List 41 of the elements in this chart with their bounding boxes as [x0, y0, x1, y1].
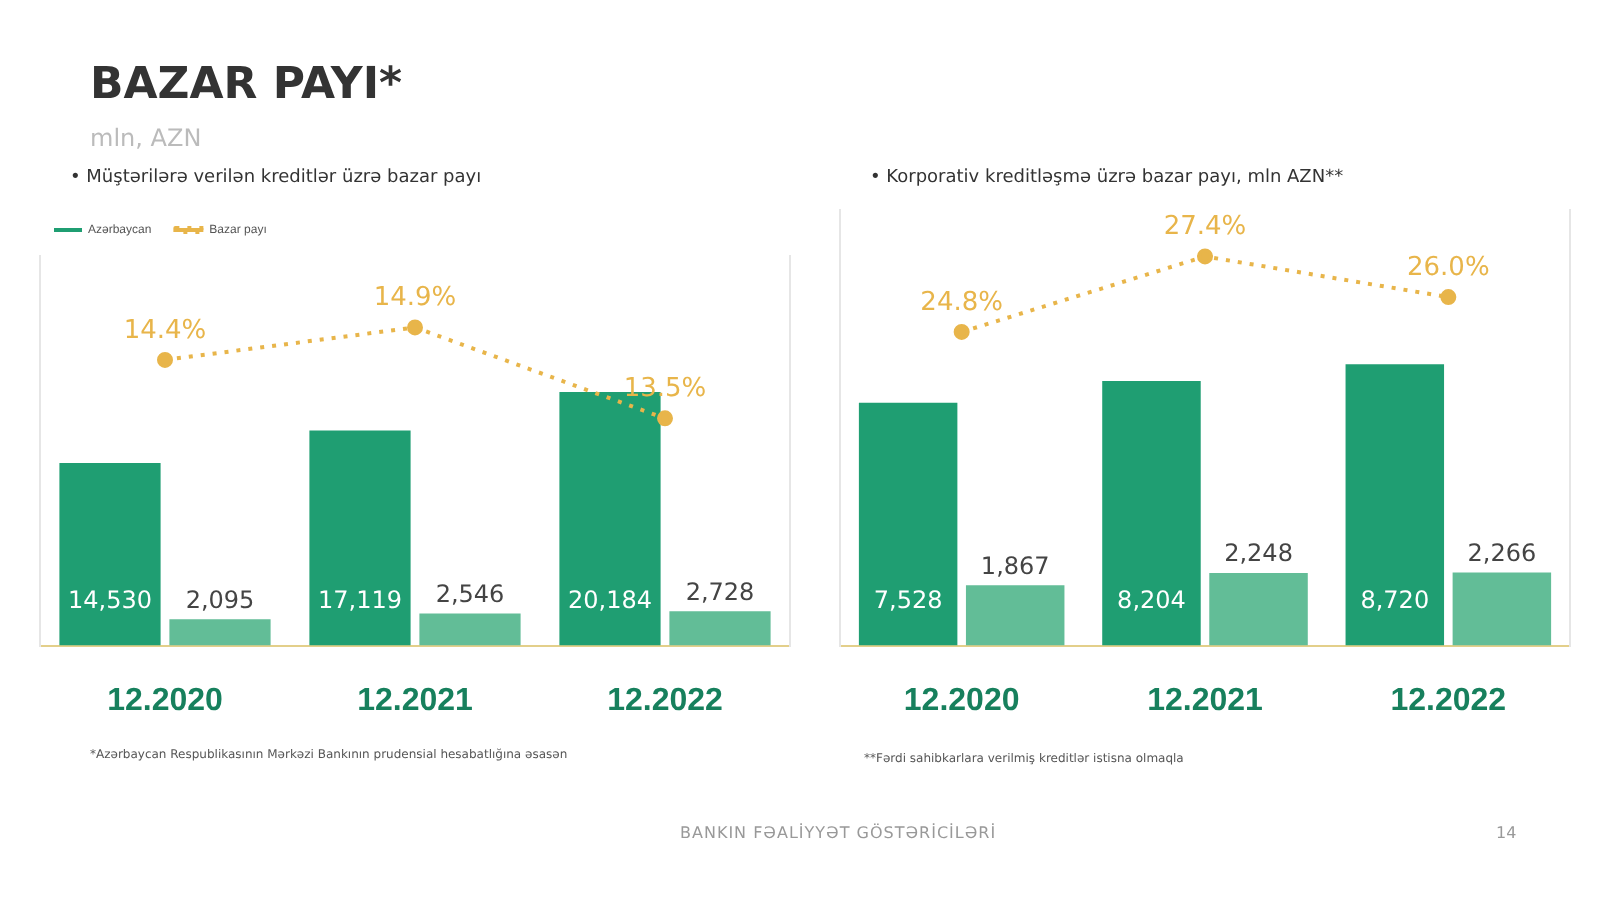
data-label: 2,095	[185, 585, 255, 614]
x-tick-label: 12.2022	[607, 683, 724, 718]
bar	[1102, 380, 1201, 646]
bar	[858, 402, 958, 646]
text: • Müştərilərə verilən kreditlər üzrə bazar payı	[70, 168, 482, 188]
x-tick-label: 12.2021	[357, 683, 474, 718]
bar	[669, 611, 771, 646]
x-tick-label: 12.2021	[1147, 683, 1264, 718]
data-label: 8,720	[1360, 585, 1430, 614]
data-label: 2,248	[1224, 539, 1293, 568]
chart-title: BAZAR PAYI*	[90, 60, 403, 110]
data-label: 20,184	[568, 585, 652, 614]
data-label: 14,530	[68, 585, 152, 614]
bar	[309, 430, 411, 646]
data-label: 1,867	[980, 551, 1050, 580]
data-label: 2,266	[1467, 538, 1537, 567]
data-label: 17,119	[318, 585, 402, 614]
data-label: 26.0%	[1407, 252, 1490, 283]
bar	[965, 585, 1065, 646]
bar	[169, 619, 271, 646]
bar	[1345, 364, 1445, 646]
data-label: 8,204	[1117, 585, 1186, 614]
chart-subtitle: mln, AZN	[90, 124, 202, 152]
text: 14	[1496, 824, 1517, 842]
data-label: 27.4%	[1163, 212, 1247, 243]
data-label: 14.9%	[373, 283, 457, 314]
data-label: 7,528	[873, 585, 943, 614]
text: BANKIN FƏALİYYƏT GÖSTƏRİCİLƏRİ	[680, 824, 997, 842]
data-label: 14.4%	[123, 315, 207, 346]
bar	[419, 613, 521, 646]
x-tick-label: 12.2020	[107, 683, 224, 718]
data-label: 13.5%	[623, 374, 707, 405]
data-label: 2,546	[435, 579, 505, 608]
data-label: 24.8%	[920, 287, 1003, 318]
bar	[1452, 572, 1552, 646]
chart-title: • Korporativ kreditləşmə üzrə bazar payı, mln AZN**	[870, 168, 1344, 188]
bar	[1209, 573, 1308, 646]
bar	[59, 462, 161, 646]
data-label: 2,728	[685, 577, 755, 606]
x-tick-label: 12.2020	[903, 683, 1020, 718]
x-tick-label: 12.2022	[1390, 683, 1507, 718]
